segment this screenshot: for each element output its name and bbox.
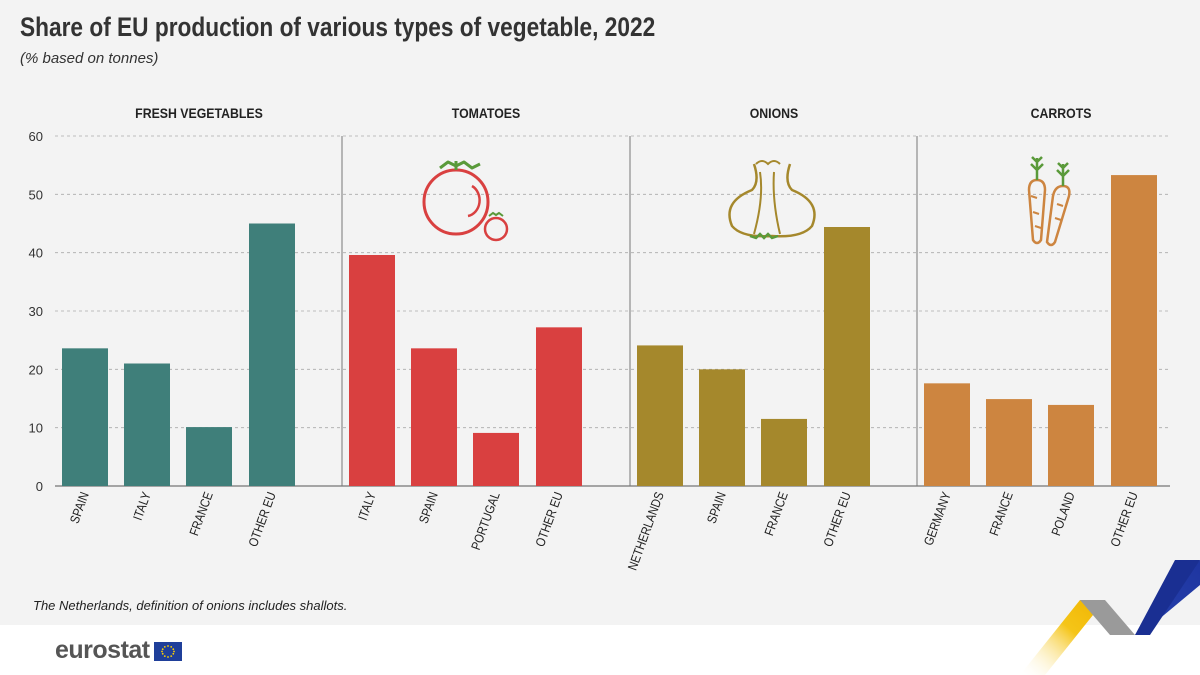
category-label: PORTUGAL	[468, 490, 503, 552]
bar	[124, 363, 170, 486]
category-label: OTHER EU	[1107, 490, 1141, 549]
bar	[924, 383, 970, 486]
panel-title: FRESH VEGETABLES	[135, 105, 263, 121]
eurostat-logo: eurostat	[55, 636, 182, 665]
carrot-icon	[1027, 156, 1071, 247]
bar	[637, 345, 683, 486]
category-label: SPAIN	[704, 490, 729, 526]
category-label: SPAIN	[416, 490, 441, 526]
footer-band	[0, 625, 1200, 675]
bar	[186, 427, 232, 486]
y-tick-label: 10	[29, 421, 43, 436]
onion-icon	[728, 160, 816, 240]
panel-title: ONIONS	[750, 105, 799, 121]
category-label: POLAND	[1048, 490, 1078, 538]
panel-title: CARROTS	[1031, 105, 1092, 121]
bar	[536, 327, 582, 486]
logo-text: eurostat	[55, 636, 150, 664]
eu-flag-icon	[153, 642, 182, 661]
chart-title: Share of EU production of various types …	[20, 12, 656, 42]
category-label: ITALY	[355, 490, 379, 522]
tomato-icon	[422, 160, 509, 242]
category-label: FRANCE	[761, 490, 791, 538]
bar	[349, 255, 395, 486]
bar	[1048, 404, 1094, 486]
category-label: FRANCE	[186, 490, 216, 538]
category-label: ITALY	[130, 490, 154, 522]
decorative-ribbon	[1020, 560, 1200, 675]
category-label: SPAIN	[67, 490, 92, 526]
category-label: OTHER EU	[245, 490, 279, 549]
category-label: GERMANY	[921, 490, 954, 548]
y-tick-label: 40	[29, 246, 43, 261]
bar	[1111, 175, 1157, 487]
panel-title: TOMATOES	[452, 105, 521, 121]
y-tick-label: 50	[29, 187, 43, 202]
bar	[761, 418, 807, 486]
bar	[411, 348, 457, 486]
bar	[824, 227, 870, 486]
chart-area: 0 10 20 30 40 50 60 FRESH VEGETABLES SPAIN ITALY F…	[29, 105, 1170, 572]
bar	[249, 223, 295, 486]
category-label: OTHER EU	[820, 490, 854, 549]
chart-subtitle: (% based on tonnes)	[20, 50, 159, 67]
y-tick-label: 20	[29, 362, 43, 377]
bar	[62, 348, 108, 486]
category-label: FRANCE	[986, 490, 1016, 538]
y-tick-label: 30	[29, 304, 43, 319]
bar	[699, 369, 745, 486]
bar	[473, 432, 519, 486]
category-label: NETHERLANDS	[625, 490, 667, 572]
bar	[986, 399, 1032, 486]
y-tick-label: 60	[29, 129, 43, 144]
footnote: The Netherlands, definition of onions in…	[33, 598, 348, 613]
y-tick-label: 0	[36, 479, 43, 494]
category-label: OTHER EU	[532, 490, 566, 549]
